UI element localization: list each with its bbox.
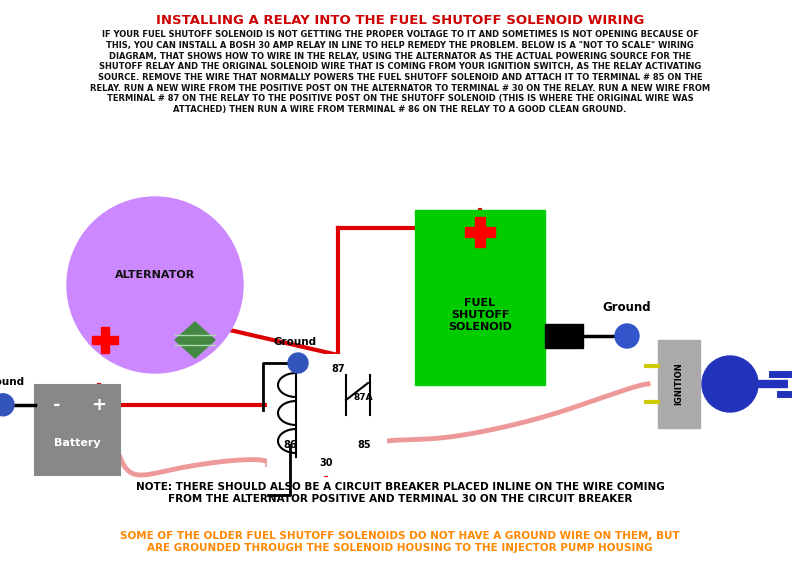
Text: Ground: Ground [273, 337, 316, 347]
Text: IGNITION: IGNITION [674, 363, 683, 406]
Text: INSTALLING A RELAY INTO THE FUEL SHUTOFF SOLENOID WIRING: INSTALLING A RELAY INTO THE FUEL SHUTOFF… [156, 14, 644, 27]
Bar [415, 210, 545, 385]
Circle shape [615, 324, 639, 348]
Bar [101, 328, 109, 353]
Bar [475, 217, 485, 248]
Circle shape [67, 197, 243, 373]
Bar [465, 227, 495, 237]
Text: 86: 86 [283, 440, 297, 450]
Bar [35, 385, 120, 475]
Text: 85: 85 [357, 440, 371, 450]
Text: 87: 87 [331, 364, 345, 374]
Bar [658, 340, 700, 428]
Text: -: - [53, 396, 60, 414]
Circle shape [702, 356, 758, 412]
Text: 87A: 87A [353, 393, 373, 401]
Text: IF YOUR FUEL SHUTOFF SOLENOID IS NOT GETTING THE PROPER VOLTAGE TO IT AND SOMETI: IF YOUR FUEL SHUTOFF SOLENOID IS NOT GET… [90, 30, 710, 114]
Polygon shape [175, 322, 215, 358]
Text: FUEL
SHUTOFF
SOLENOID: FUEL SHUTOFF SOLENOID [448, 299, 512, 332]
Text: SOME OF THE OLDER FUEL SHUTOFF SOLENOIDS DO NOT HAVE A GROUND WIRE ON THEM, BUT
: SOME OF THE OLDER FUEL SHUTOFF SOLENOIDS… [120, 531, 680, 553]
Text: 30: 30 [319, 458, 333, 468]
Text: Battery: Battery [54, 439, 101, 449]
Circle shape [0, 394, 14, 416]
Bar [268, 355, 386, 475]
Bar [93, 336, 118, 344]
Text: Ground: Ground [602, 301, 651, 314]
Text: ALTERNATOR: ALTERNATOR [115, 270, 195, 280]
Text: Ground: Ground [0, 377, 25, 387]
Bar [545, 324, 583, 348]
Text: +: + [91, 396, 106, 414]
Text: NOTE: THERE SHOULD ALSO BE A CIRCUIT BREAKER PLACED INLINE ON THE WIRE COMING
FR: NOTE: THERE SHOULD ALSO BE A CIRCUIT BRE… [136, 482, 664, 504]
Circle shape [288, 353, 308, 373]
